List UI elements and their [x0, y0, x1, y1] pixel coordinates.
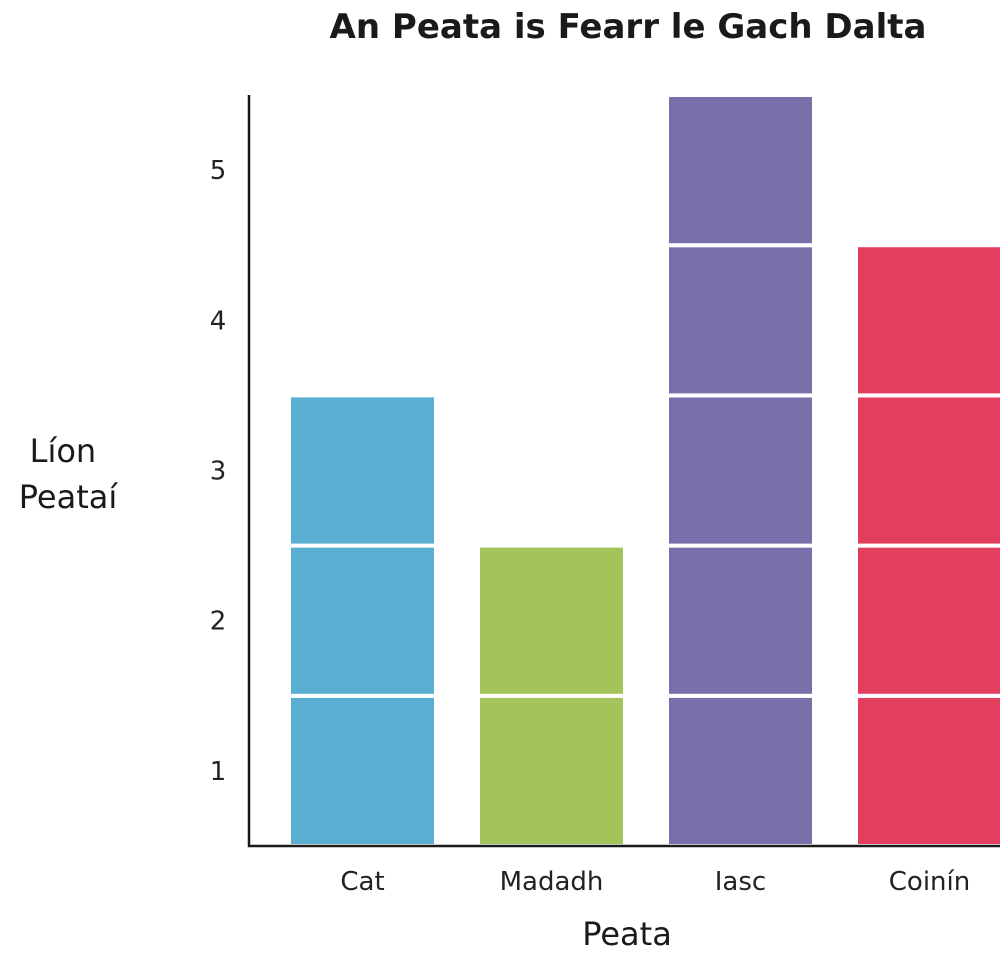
bar-unit-block	[665, 93, 816, 248]
bar-unit-block	[665, 243, 816, 398]
bars-layer	[287, 93, 1000, 848]
y-tick-label: 2	[210, 607, 227, 637]
bar-coinín	[854, 243, 1000, 848]
x-axis-title: Peata	[582, 915, 672, 953]
x-category-label: Cat	[340, 867, 384, 897]
bar-unit-block	[287, 543, 438, 698]
bar-cat	[287, 393, 438, 848]
bar-unit-block	[854, 543, 1000, 698]
x-category-label: Madadh	[500, 867, 604, 897]
bar-unit-block	[287, 393, 438, 548]
y-axis-title-line-2: Peataí	[19, 478, 119, 516]
bar-unit-block	[476, 543, 627, 698]
x-category-label: Iasc	[715, 867, 766, 897]
x-category-label: Coinín	[889, 867, 970, 897]
bar-iasc	[665, 93, 816, 848]
y-tick-label: 1	[210, 757, 227, 787]
chart-title: An Peata is Fearr le Gach Dalta	[330, 7, 927, 47]
y-tick-label: 4	[210, 306, 227, 336]
y-tick-label: 3	[210, 457, 227, 487]
y-tick-label: 5	[210, 156, 227, 186]
bar-unit-block	[476, 693, 627, 848]
bar-unit-block	[665, 393, 816, 548]
y-axis-title: Líon Peataí	[19, 432, 119, 516]
y-axis-title-line-1: Líon	[30, 432, 97, 470]
bar-unit-block	[854, 693, 1000, 848]
x-category-labels: Cat Madadh Iasc Coinín	[340, 867, 970, 897]
bar-unit-block	[854, 243, 1000, 398]
bar-unit-block	[665, 693, 816, 848]
bar-unit-block	[665, 543, 816, 698]
axis-lines	[247, 95, 1000, 848]
bar-madadh	[476, 543, 627, 848]
bar-unit-block	[287, 693, 438, 848]
bar-unit-block	[854, 393, 1000, 548]
y-tick-labels: 1 2 3 4 5	[210, 156, 227, 787]
